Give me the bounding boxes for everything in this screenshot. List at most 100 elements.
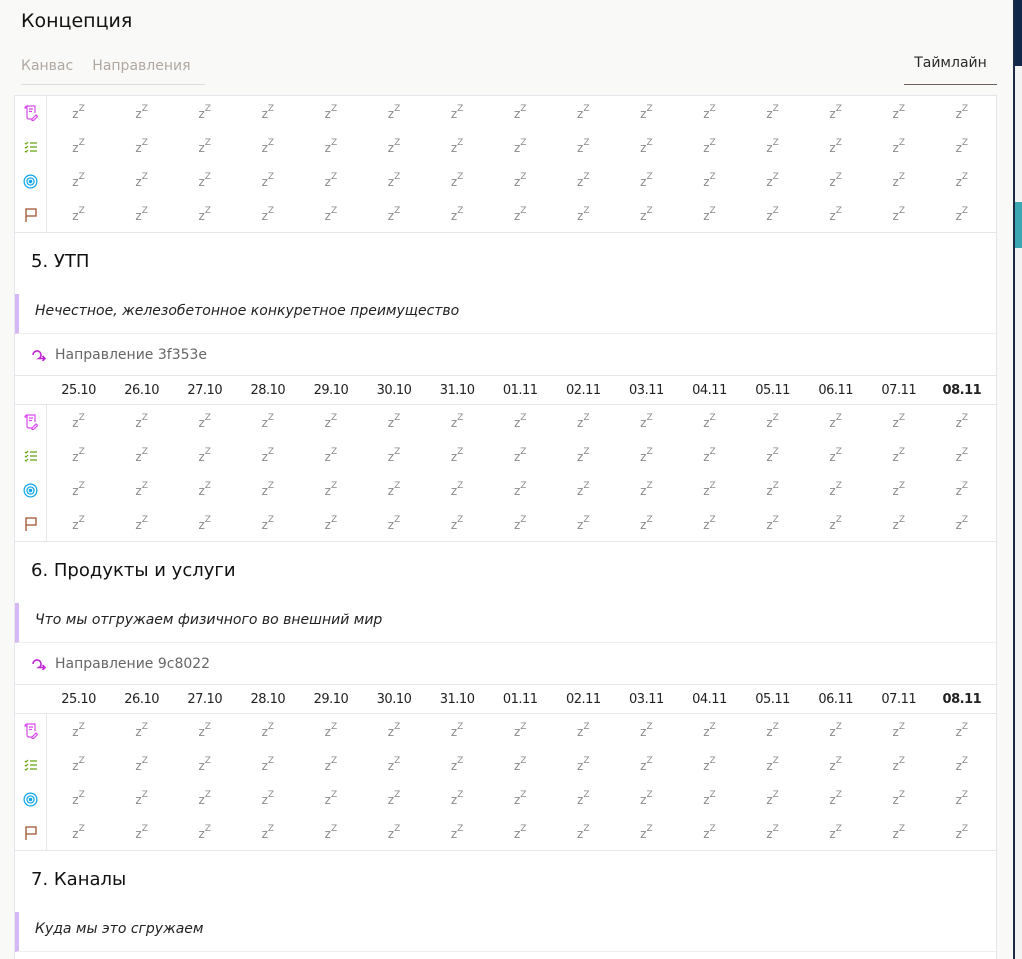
empty-cell[interactable]: zZ	[703, 446, 716, 464]
empty-cell[interactable]: zZ	[450, 412, 464, 430]
empty-cell[interactable]: zZ	[640, 171, 653, 189]
empty-cell[interactable]: zZ	[513, 480, 527, 498]
empty-cell[interactable]: zZ	[766, 721, 779, 739]
empty-cell[interactable]: zZ	[450, 205, 464, 223]
empty-cell[interactable]: zZ	[955, 721, 969, 739]
empty-cell[interactable]: zZ	[261, 514, 275, 532]
empty-cell[interactable]: zZ	[198, 480, 211, 498]
empty-cell[interactable]: zZ	[324, 171, 338, 189]
empty-cell[interactable]: zZ	[577, 171, 590, 189]
empty-cell[interactable]: zZ	[892, 823, 905, 841]
empty-cell[interactable]: zZ	[829, 412, 842, 430]
empty-cell[interactable]: zZ	[513, 412, 527, 430]
empty-cell[interactable]: zZ	[324, 721, 338, 739]
empty-cell[interactable]: zZ	[892, 789, 905, 807]
empty-cell[interactable]: zZ	[450, 789, 464, 807]
empty-cell[interactable]: zZ	[766, 137, 779, 155]
empty-cell[interactable]: zZ	[261, 755, 275, 773]
empty-cell[interactable]: zZ	[829, 789, 842, 807]
empty-cell[interactable]: zZ	[955, 137, 969, 155]
empty-cell[interactable]: zZ	[640, 823, 653, 841]
tab-timeline[interactable]: Таймлайн	[904, 55, 997, 85]
empty-cell[interactable]: zZ	[892, 103, 905, 121]
empty-cell[interactable]: zZ	[955, 171, 969, 189]
empty-cell[interactable]: zZ	[72, 480, 85, 498]
empty-cell[interactable]: zZ	[450, 137, 464, 155]
empty-cell[interactable]: zZ	[387, 446, 401, 464]
empty-cell[interactable]: zZ	[513, 721, 527, 739]
empty-cell[interactable]: zZ	[198, 137, 211, 155]
empty-cell[interactable]: zZ	[198, 789, 211, 807]
empty-cell[interactable]: zZ	[829, 823, 842, 841]
empty-cell[interactable]: zZ	[829, 205, 842, 223]
empty-cell[interactable]: zZ	[72, 412, 85, 430]
empty-cell[interactable]: zZ	[829, 446, 842, 464]
empty-cell[interactable]: zZ	[324, 205, 338, 223]
empty-cell[interactable]: zZ	[135, 137, 148, 155]
empty-cell[interactable]: zZ	[955, 446, 969, 464]
empty-cell[interactable]: zZ	[640, 205, 653, 223]
empty-cell[interactable]: zZ	[640, 789, 653, 807]
empty-cell[interactable]: zZ	[766, 789, 779, 807]
empty-cell[interactable]: zZ	[703, 755, 716, 773]
empty-cell[interactable]: zZ	[766, 480, 779, 498]
empty-cell[interactable]: zZ	[829, 103, 842, 121]
empty-cell[interactable]: zZ	[703, 789, 716, 807]
empty-cell[interactable]: zZ	[955, 514, 969, 532]
empty-cell[interactable]: zZ	[198, 514, 211, 532]
empty-cell[interactable]: zZ	[892, 721, 905, 739]
empty-cell[interactable]: zZ	[450, 823, 464, 841]
empty-cell[interactable]: zZ	[387, 480, 401, 498]
empty-cell[interactable]: zZ	[72, 446, 85, 464]
empty-cell[interactable]: zZ	[955, 789, 969, 807]
empty-cell[interactable]: zZ	[387, 103, 401, 121]
empty-cell[interactable]: zZ	[829, 721, 842, 739]
empty-cell[interactable]: zZ	[955, 480, 969, 498]
empty-cell[interactable]: zZ	[324, 789, 338, 807]
empty-cell[interactable]: zZ	[387, 412, 401, 430]
empty-cell[interactable]: zZ	[640, 755, 653, 773]
empty-cell[interactable]: zZ	[72, 205, 85, 223]
empty-cell[interactable]: zZ	[387, 514, 401, 532]
empty-cell[interactable]: zZ	[450, 514, 464, 532]
empty-cell[interactable]: zZ	[577, 514, 590, 532]
empty-cell[interactable]: zZ	[450, 755, 464, 773]
empty-cell[interactable]: zZ	[198, 205, 211, 223]
empty-cell[interactable]: zZ	[450, 171, 464, 189]
empty-cell[interactable]: zZ	[135, 446, 148, 464]
empty-cell[interactable]: zZ	[703, 721, 716, 739]
empty-cell[interactable]: zZ	[955, 755, 969, 773]
empty-cell[interactable]: zZ	[387, 171, 401, 189]
empty-cell[interactable]: zZ	[513, 755, 527, 773]
empty-cell[interactable]: zZ	[766, 823, 779, 841]
empty-cell[interactable]: zZ	[640, 103, 653, 121]
empty-cell[interactable]: zZ	[72, 514, 85, 532]
empty-cell[interactable]: zZ	[198, 412, 211, 430]
empty-cell[interactable]: zZ	[72, 823, 85, 841]
empty-cell[interactable]: zZ	[766, 514, 779, 532]
empty-cell[interactable]: zZ	[703, 137, 716, 155]
empty-cell[interactable]: zZ	[198, 721, 211, 739]
empty-cell[interactable]: zZ	[640, 514, 653, 532]
empty-cell[interactable]: zZ	[892, 205, 905, 223]
empty-cell[interactable]: zZ	[640, 412, 653, 430]
empty-cell[interactable]: zZ	[513, 205, 527, 223]
empty-cell[interactable]: zZ	[261, 446, 275, 464]
tab-directions[interactable]: Направления	[92, 58, 191, 74]
empty-cell[interactable]: zZ	[450, 721, 464, 739]
empty-cell[interactable]: zZ	[766, 171, 779, 189]
empty-cell[interactable]: zZ	[135, 412, 148, 430]
empty-cell[interactable]: zZ	[135, 823, 148, 841]
empty-cell[interactable]: zZ	[829, 171, 842, 189]
empty-cell[interactable]: zZ	[324, 137, 338, 155]
empty-cell[interactable]: zZ	[513, 103, 527, 121]
empty-cell[interactable]: zZ	[72, 721, 85, 739]
empty-cell[interactable]: zZ	[261, 789, 275, 807]
empty-cell[interactable]: zZ	[829, 480, 842, 498]
empty-cell[interactable]: zZ	[955, 205, 969, 223]
empty-cell[interactable]: zZ	[640, 480, 653, 498]
empty-cell[interactable]: zZ	[198, 823, 211, 841]
empty-cell[interactable]: zZ	[261, 721, 275, 739]
empty-cell[interactable]: zZ	[640, 721, 653, 739]
empty-cell[interactable]: zZ	[892, 755, 905, 773]
